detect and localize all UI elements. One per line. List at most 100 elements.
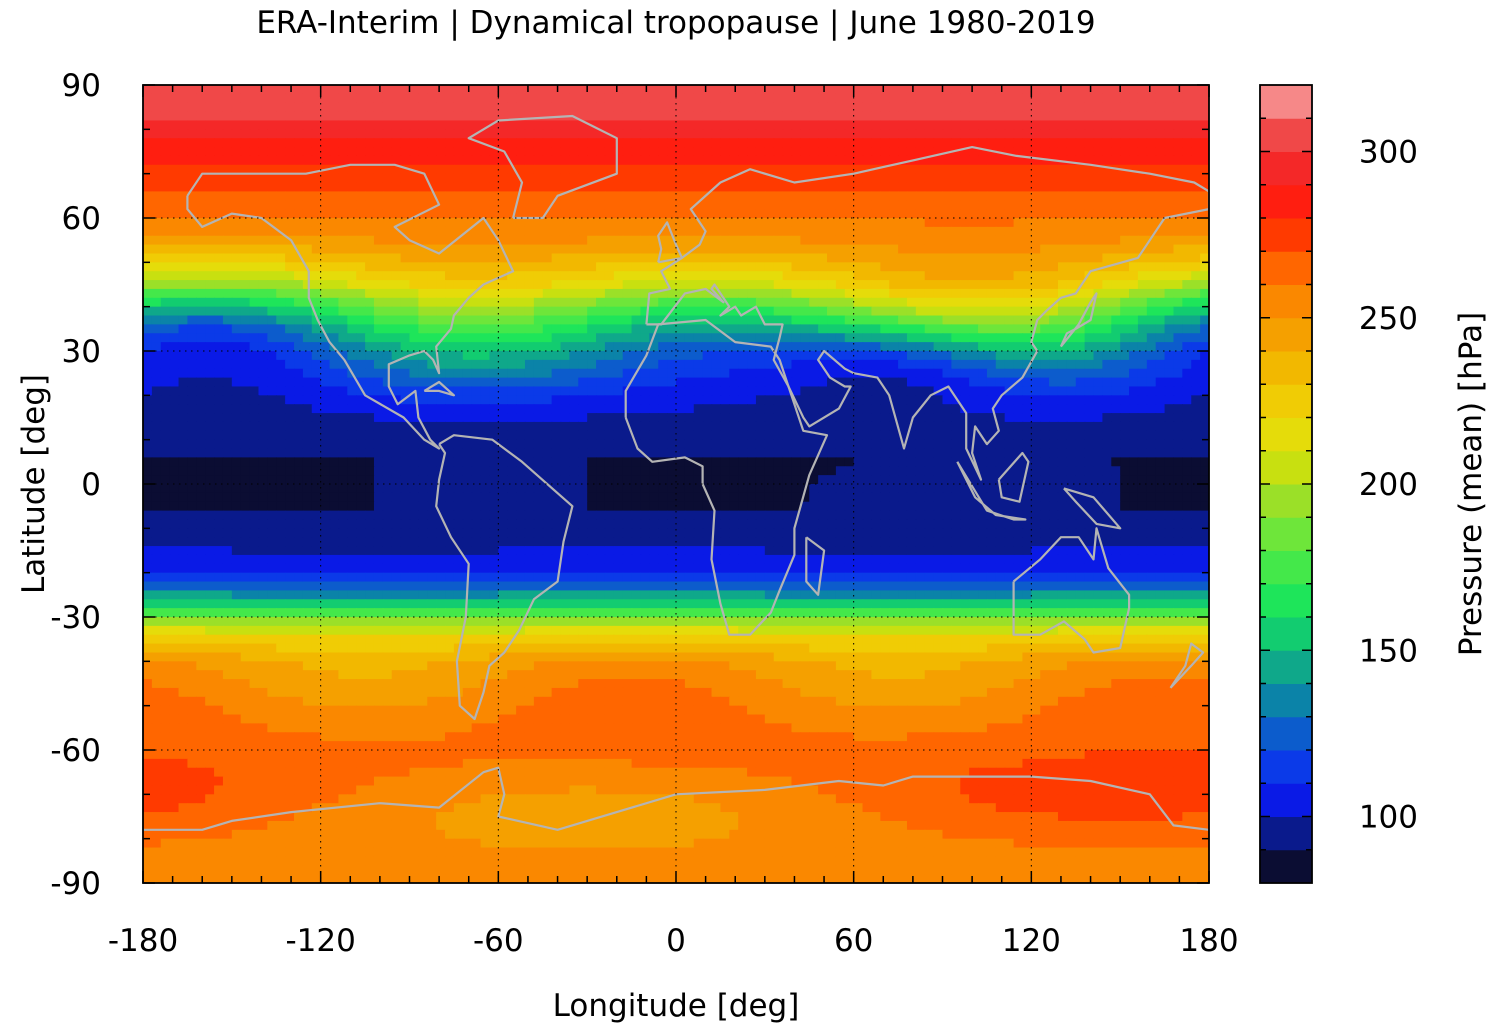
heatmap-cell xyxy=(436,430,446,441)
heatmap-cell xyxy=(720,448,730,458)
heatmap-cell xyxy=(524,244,535,255)
heatmap-cell xyxy=(205,386,215,396)
heatmap-cell xyxy=(844,191,855,201)
heatmap-cell xyxy=(533,200,544,210)
heatmap-cell xyxy=(1093,235,1103,246)
heatmap-cell xyxy=(1040,164,1050,175)
heatmap-cell xyxy=(1129,306,1139,317)
heatmap-cell xyxy=(640,235,650,246)
heatmap-cell xyxy=(1191,147,1201,157)
heatmap-cell xyxy=(782,342,793,352)
heatmap-cell xyxy=(214,235,224,246)
heatmap-cell xyxy=(338,235,348,246)
heatmap-cell xyxy=(906,235,917,246)
heatmap-cell xyxy=(445,200,455,210)
heatmap-cell xyxy=(684,280,695,290)
heatmap-cell xyxy=(1200,395,1209,405)
heatmap-cell xyxy=(1040,315,1050,325)
heatmap-cell xyxy=(720,226,730,237)
heatmap-cell xyxy=(347,359,357,370)
heatmap-cell xyxy=(445,359,455,370)
heatmap-cell xyxy=(924,324,935,334)
heatmap-cell xyxy=(391,430,402,441)
heatmap-cell xyxy=(1164,164,1175,175)
heatmap-cell xyxy=(382,439,393,450)
heatmap-cell xyxy=(1049,280,1059,290)
heatmap-cell xyxy=(658,200,668,210)
heatmap-cell xyxy=(151,368,162,379)
heatmap-cell xyxy=(915,280,926,290)
heatmap-cell xyxy=(445,120,455,130)
heatmap-cell xyxy=(1057,377,1068,388)
heatmap-cell xyxy=(196,147,206,157)
heatmap-cell xyxy=(302,244,313,255)
heatmap-cell xyxy=(960,253,970,263)
heatmap-cell xyxy=(1120,421,1130,432)
heatmap-cell xyxy=(906,226,917,237)
heatmap-cell xyxy=(516,262,526,272)
heatmap-cell xyxy=(622,111,633,122)
heatmap-cell xyxy=(391,164,402,175)
heatmap-cell xyxy=(187,288,197,299)
heatmap-cell xyxy=(356,439,366,450)
heatmap-cell xyxy=(143,147,153,157)
heatmap-cell xyxy=(800,351,810,361)
heatmap-cell xyxy=(1173,297,1183,308)
heatmap-cell xyxy=(844,297,855,308)
heatmap-cell xyxy=(1120,155,1130,166)
heatmap-cell xyxy=(1182,280,1192,290)
heatmap-cell xyxy=(205,288,215,299)
heatmap-cell xyxy=(338,271,348,281)
heatmap-cell xyxy=(445,439,455,450)
heatmap-cell xyxy=(542,120,553,130)
heatmap-cell xyxy=(951,120,961,130)
heatmap-cell xyxy=(631,351,642,361)
heatmap-cell xyxy=(596,262,606,272)
heatmap-cell xyxy=(1129,138,1139,148)
heatmap-cell xyxy=(373,129,384,139)
heatmap-cell xyxy=(1200,93,1209,104)
heatmap-cell xyxy=(489,333,499,343)
heatmap-cell xyxy=(871,138,881,148)
heatmap-cell xyxy=(400,271,411,281)
heatmap-cell xyxy=(498,155,508,166)
heatmap-cell xyxy=(738,200,748,210)
heatmap-cell xyxy=(1129,280,1139,290)
heatmap-cell xyxy=(880,430,890,441)
heatmap-cell xyxy=(880,324,890,334)
heatmap-cell xyxy=(258,138,268,148)
heatmap-cell xyxy=(471,209,482,219)
heatmap-cell xyxy=(755,404,766,414)
heatmap-cell xyxy=(569,413,579,423)
heatmap-cell xyxy=(676,306,686,317)
heatmap-cell xyxy=(1013,359,1024,370)
heatmap-cell xyxy=(1102,138,1112,148)
heatmap-cell xyxy=(720,288,730,299)
heatmap-cell xyxy=(302,147,313,157)
heatmap-cell xyxy=(747,262,757,272)
heatmap-cell xyxy=(986,120,997,130)
heatmap-cell xyxy=(1164,297,1175,308)
heatmap-cell xyxy=(1137,155,1148,166)
heatmap-cell xyxy=(889,164,899,175)
heatmap-cell xyxy=(524,430,535,441)
heatmap-cell xyxy=(1022,244,1032,255)
heatmap-cell xyxy=(453,280,464,290)
heatmap-cell xyxy=(365,253,375,263)
heatmap-cell xyxy=(640,439,650,450)
heatmap-cell xyxy=(480,191,491,201)
heatmap-cell xyxy=(924,164,935,175)
heatmap-cell xyxy=(800,209,810,219)
heatmap-cell xyxy=(365,297,375,308)
heatmap-cell xyxy=(835,315,846,325)
heatmap-cell xyxy=(453,129,464,139)
heatmap-cell xyxy=(729,191,739,201)
heatmap-cell xyxy=(1137,359,1148,370)
heatmap-cell xyxy=(436,271,446,281)
heatmap-cell xyxy=(649,288,659,299)
heatmap-cell xyxy=(862,395,873,405)
heatmap-cell xyxy=(205,244,215,255)
heatmap-cell xyxy=(871,235,881,246)
heatmap-cell xyxy=(365,129,375,139)
heatmap-cell xyxy=(889,288,899,299)
